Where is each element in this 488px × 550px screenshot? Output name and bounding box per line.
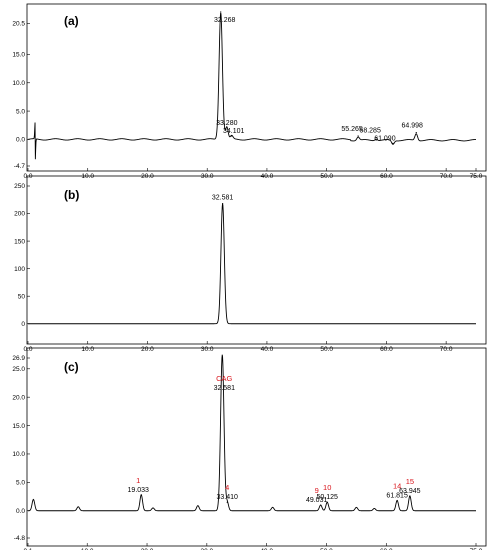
x-tick-label: 0.1 xyxy=(23,548,32,550)
y-tick-label: 50 xyxy=(18,293,26,300)
panel-frame xyxy=(26,3,487,172)
peak-number: CAG xyxy=(216,374,232,383)
x-tick-label: 70.0 xyxy=(440,346,453,353)
peak-label: 32.581 xyxy=(214,385,236,392)
y-tick-label: -4.7 xyxy=(14,163,26,170)
y-tick-label: 15.0 xyxy=(12,52,25,59)
y-tick-label: 15.0 xyxy=(12,423,25,430)
peak-apex xyxy=(226,126,228,128)
peak-number: 14 xyxy=(393,482,401,491)
y-tick-label: 26.9 xyxy=(12,355,25,362)
peak-label: 58.285 xyxy=(359,128,381,135)
peak-number: 4 xyxy=(225,483,229,492)
y-tick-label: 150 xyxy=(14,238,25,245)
y-tick-label: 0.0 xyxy=(16,137,25,144)
peak-apex xyxy=(220,11,222,13)
peak-apex xyxy=(375,137,377,139)
peak-number: 10 xyxy=(323,483,331,492)
y-tick-label: 0 xyxy=(21,321,25,328)
peak-apex xyxy=(320,504,322,506)
chromatogram-panel-b: (b) 250 200 150 100 50 0 0.0 10.0 20.0 30.0 40.0 50.… xyxy=(14,175,487,353)
panel-label: (a) xyxy=(64,14,79,28)
x-tick-label: 50.0 xyxy=(320,548,333,550)
y-tick-label: -4.8 xyxy=(14,535,26,542)
peak-apex xyxy=(140,494,142,496)
x-tick-label: 10.0 xyxy=(81,173,94,180)
y-tick-label: 5.0 xyxy=(16,480,25,487)
peak-apex xyxy=(221,357,223,359)
x-tick-label: 75.0 xyxy=(470,173,483,180)
peak-label: 64.998 xyxy=(402,123,424,130)
x-tick-label: 30.0 xyxy=(201,346,214,353)
peak-apex xyxy=(222,203,224,205)
peak-label: 55.265 xyxy=(341,126,363,133)
chromatogram-trace xyxy=(27,12,477,160)
peak-number: 1 xyxy=(136,476,140,485)
y-tick-label: 10.0 xyxy=(12,451,25,458)
peak-label: 32.268 xyxy=(214,17,236,24)
y-tick-label: 200 xyxy=(14,211,25,218)
peak-apex xyxy=(357,135,359,137)
panel-label: (c) xyxy=(64,360,79,374)
x-tick-label: 50.0 xyxy=(320,346,333,353)
y-tick-label: 250 xyxy=(14,183,25,190)
peak-apex xyxy=(326,501,328,503)
y-tick-label: 25.0 xyxy=(12,366,25,373)
x-tick-label: 60.0 xyxy=(380,548,393,550)
x-tick-label: 30.0 xyxy=(201,548,214,550)
x-tick-label: 40.0 xyxy=(260,548,273,550)
peak-label: 33.280 xyxy=(216,120,238,127)
x-tick-label: 0.0 xyxy=(23,346,32,353)
chromatogram-trace xyxy=(28,354,476,512)
peak-apex xyxy=(396,499,398,502)
panel-frame xyxy=(26,347,487,547)
peak-label: 34.101 xyxy=(223,128,245,135)
peak-label: 32.581 xyxy=(212,195,234,202)
chromatogram-panel-c: (c)26.925.020.015.010.05.00.0-4.80.110.0… xyxy=(12,347,487,550)
x-tick-label: 50.0 xyxy=(320,173,333,180)
peak-apex xyxy=(409,495,411,497)
x-tick-label: 40.0 xyxy=(261,173,274,180)
x-tick-label: 40.0 xyxy=(261,346,274,353)
x-tick-label: 75.0 xyxy=(470,548,483,550)
peak-label: 50.125 xyxy=(317,494,339,501)
chromatogram-trace xyxy=(28,203,476,325)
x-tick-label: 60.0 xyxy=(380,173,393,180)
panel-label: (b) xyxy=(64,188,79,202)
peak-apex xyxy=(392,142,394,144)
y-tick-label: 10.0 xyxy=(12,80,25,87)
x-tick-label: 10.0 xyxy=(81,346,94,353)
peak-label: 63.945 xyxy=(399,488,421,495)
x-tick-label: 60.0 xyxy=(380,346,393,353)
peak-label: 33.410 xyxy=(217,494,239,501)
panel-frame xyxy=(26,175,487,345)
x-tick-label: 70.0 xyxy=(440,173,453,180)
y-tick-label: 20.0 xyxy=(12,394,25,401)
peak-apex xyxy=(415,131,417,134)
x-tick-label: 20.0 xyxy=(141,548,154,550)
peak-label: 61.090 xyxy=(374,135,396,142)
x-tick-label: 30.0 xyxy=(201,173,214,180)
peak-number: 9 xyxy=(315,486,319,495)
peak-label: 61.815 xyxy=(386,493,408,500)
x-tick-label: 0.0 xyxy=(23,173,32,180)
chromatogram-panel-a: (a) 20.5 15.0 10.0 5.0 0.0 -4.7 0.0 10.0 20.0 30.0… xyxy=(12,3,487,180)
y-tick-label: 100 xyxy=(14,266,25,273)
x-tick-label: 10.0 xyxy=(81,548,94,550)
x-tick-label: 20.0 xyxy=(141,173,154,180)
y-tick-label: 0.0 xyxy=(16,508,25,515)
peak-label: 49.031 xyxy=(306,497,328,504)
x-tick-label: 20.0 xyxy=(141,346,154,353)
peak-apex xyxy=(231,135,233,137)
y-tick-label: 5.0 xyxy=(16,108,25,115)
y-tick-label: 20.5 xyxy=(12,21,25,28)
peak-number: 15 xyxy=(406,477,414,486)
peak-apex xyxy=(226,501,228,503)
peak-label: 19.033 xyxy=(128,487,150,494)
